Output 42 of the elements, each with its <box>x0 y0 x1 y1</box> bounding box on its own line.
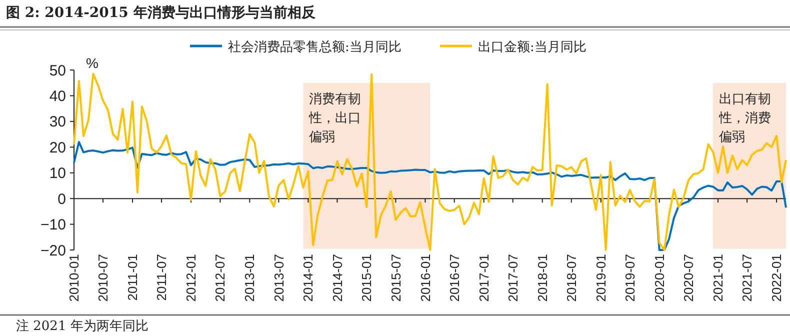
x-tick-label: 2013-01 <box>242 254 258 302</box>
x-tick-label: 2018-07 <box>564 254 579 302</box>
x-tick-label: 2016-07 <box>446 254 462 302</box>
x-tick-label: 2018-01 <box>534 254 550 302</box>
y-tick-label: 0 <box>58 190 66 208</box>
x-tick-label: 2013-07 <box>271 254 286 302</box>
x-tick-label: 2021-07 <box>740 254 755 302</box>
y-tick-label: −10 <box>40 216 66 234</box>
x-tick-label: 2022-01 <box>769 254 784 302</box>
line-series <box>73 72 787 251</box>
x-tick-label: 2020-07 <box>681 254 696 302</box>
x-tick-label: 2016-01 <box>418 254 433 302</box>
x-tick-label: 2017-07 <box>505 254 520 302</box>
line-series <box>73 141 787 251</box>
x-tick-label: 2010-07 <box>96 254 111 302</box>
y-axis-title: % <box>86 55 98 71</box>
x-tick-label: 2015-01 <box>359 254 374 302</box>
y-tick-label: 40 <box>49 88 66 105</box>
x-tick-label: 2015-07 <box>388 254 404 302</box>
legend-label: 社会消费品零售总额:当月同比 <box>228 40 402 55</box>
x-tick-label: 2011-07 <box>154 254 170 301</box>
x-tick-label: 2012-07 <box>212 254 228 302</box>
band-label: 出口有韧性，消费偏弱 <box>718 92 772 145</box>
y-tick-label: 30 <box>49 114 66 131</box>
y-tick-label: −20 <box>40 242 66 260</box>
x-tick-label: 2014-01 <box>300 254 316 302</box>
x-tick-label: 2020-01 <box>652 254 667 302</box>
band-label: 消费有韧性，出口偏弱 <box>308 92 362 145</box>
x-tick-label: 2017-01 <box>476 254 492 302</box>
x-tick-label: 2014-07 <box>330 254 345 302</box>
x-tick-label: 2011-01 <box>125 254 140 301</box>
y-tick-label: 50 <box>49 62 66 80</box>
text: 注 2021 年为两年同比 <box>16 319 148 334</box>
x-tick-label: 2012-01 <box>184 254 199 302</box>
legend-label: 出口金额:当月同比 <box>478 40 586 55</box>
x-tick-label: 2019-01 <box>593 254 608 302</box>
x-tick-label: 2019-07 <box>622 254 638 302</box>
y-tick-label: 20 <box>49 139 66 156</box>
chart-title: 图 2: 2014-2015 年消费与出口情形与当前相反 <box>6 4 316 21</box>
x-tick-label: 2021-01 <box>710 254 726 302</box>
y-tick-label: 10 <box>49 165 66 182</box>
x-tick-label: 2010-01 <box>66 254 82 302</box>
